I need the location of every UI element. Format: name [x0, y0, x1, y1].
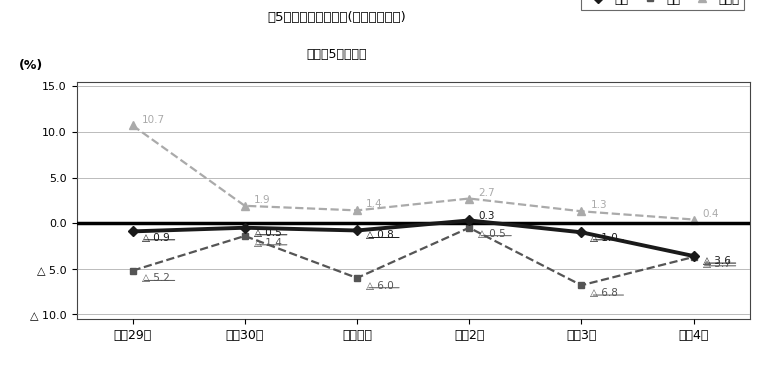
Text: 0.4: 0.4 [702, 210, 719, 220]
Text: △ 3.7: △ 3.7 [702, 259, 731, 269]
一般 [240, 234, 249, 238]
Text: △ 6.8: △ 6.8 [591, 288, 618, 298]
Text: △ 6.0: △ 6.0 [366, 281, 394, 291]
パート [464, 196, 474, 201]
常用 [464, 218, 474, 223]
Text: △ 1.0: △ 1.0 [591, 233, 618, 243]
一般 [353, 276, 362, 280]
Text: 1.3: 1.3 [591, 200, 607, 210]
Text: △ 1.4: △ 1.4 [254, 238, 282, 248]
パート [128, 123, 137, 128]
常用 [240, 226, 249, 230]
Text: 1.4: 1.4 [366, 200, 382, 210]
Text: △ 3.6: △ 3.6 [702, 256, 731, 266]
Text: △ 0.5: △ 0.5 [254, 228, 282, 238]
Line: パート: パート [129, 121, 698, 224]
Text: △ 0.9: △ 0.9 [142, 233, 169, 243]
常用 [353, 228, 362, 233]
パート [353, 208, 362, 213]
パート [240, 204, 249, 208]
パート [689, 217, 698, 222]
一般 [128, 269, 137, 273]
Line: 常用: 常用 [129, 217, 697, 260]
Text: 1.9: 1.9 [254, 195, 270, 205]
Legend: 常用, 一般, パート: 常用, 一般, パート [581, 0, 744, 10]
常用 [128, 229, 137, 234]
Text: －規模5人以上－: －規模5人以上－ [306, 48, 367, 61]
一般 [689, 255, 698, 259]
常用 [689, 254, 698, 258]
パート [577, 209, 586, 214]
Text: 10.7: 10.7 [142, 115, 164, 125]
Text: △ 0.8: △ 0.8 [366, 230, 394, 240]
Text: (%): (%) [19, 59, 44, 72]
Text: △ 0.5: △ 0.5 [478, 229, 506, 239]
Line: 一般: 一般 [129, 224, 697, 289]
常用 [577, 230, 586, 234]
Text: 0.3: 0.3 [478, 211, 495, 221]
一般 [577, 283, 586, 288]
Text: 2.7: 2.7 [478, 188, 495, 198]
Text: △ 5.2: △ 5.2 [142, 273, 170, 283]
Text: 図5　労働者数の推移(指数・前年比): 図5 労働者数の推移(指数・前年比) [267, 11, 406, 24]
一般 [464, 226, 474, 230]
